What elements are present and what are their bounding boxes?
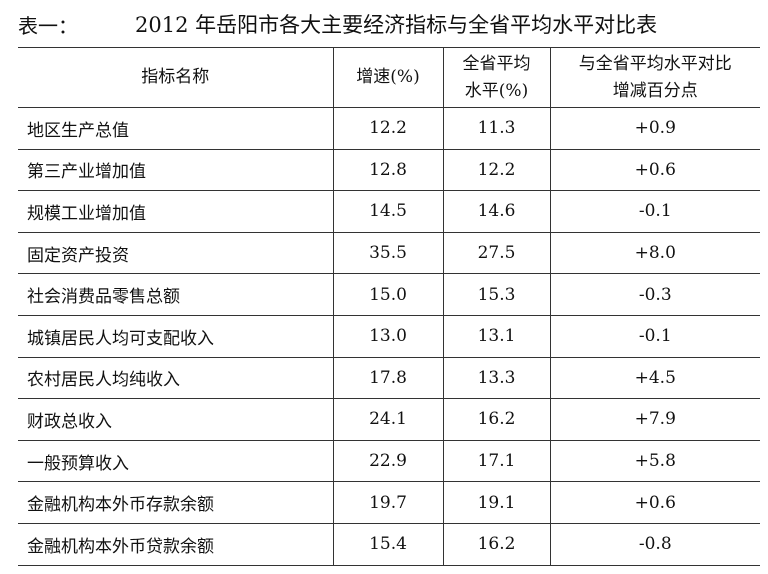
- value-cell: 22.9: [332, 439, 444, 483]
- value-cell: 19.1: [442, 481, 551, 524]
- table-row: 规模工业增加值 14.5 14.6 -0.1: [18, 190, 760, 233]
- indicator-name: 财政总收入: [18, 398, 334, 441]
- table-row: 固定资产投资 35.5 27.5 +8.0: [18, 231, 760, 275]
- value-cell: +5.8: [549, 439, 760, 483]
- header-cell: 增速(%): [332, 47, 444, 108]
- value-cell: 13.0: [332, 314, 444, 358]
- value-cell: 14.5: [332, 190, 444, 233]
- table-row: 第三产业增加值 12.8 12.2 +0.6: [18, 148, 760, 192]
- table-row: 财政总收入 24.1 16.2 +7.9: [18, 398, 760, 441]
- value-cell: +0.6: [549, 481, 760, 524]
- value-cell: +8.0: [549, 231, 760, 275]
- value-cell: -0.3: [549, 273, 760, 316]
- value-cell: 11.3: [442, 107, 551, 150]
- value-cell: 12.2: [332, 107, 444, 150]
- header-cell: 与全省平均水平对比 增减百分点: [549, 47, 760, 108]
- value-cell: +7.9: [549, 398, 760, 441]
- indicator-name: 规模工业增加值: [18, 190, 334, 233]
- value-cell: 16.2: [442, 522, 551, 566]
- value-cell: 16.2: [442, 398, 551, 441]
- table-row: 金融机构本外币贷款余额 15.4 16.2 -0.8: [18, 522, 760, 566]
- header-cell: 指标名称: [18, 47, 334, 108]
- table-row: 农村居民人均纯收入 17.8 13.3 +4.5: [18, 356, 760, 400]
- header-row: 指标名称 增速(%) 全省平均 水平(%) 与全省平均水平对比 增减百分点: [18, 47, 760, 108]
- value-cell: 13.3: [442, 356, 551, 400]
- value-cell: +0.6: [549, 148, 760, 192]
- table-row: 社会消费品零售总额 15.0 15.3 -0.3: [18, 273, 760, 316]
- indicator-name: 固定资产投资: [18, 231, 334, 275]
- table-body: 指标名称 增速(%) 全省平均 水平(%) 与全省平均水平对比 增减百分点 地区生产总值 12…: [18, 47, 760, 566]
- header-text: 全省平均: [462, 53, 531, 74]
- indicator-name: 农村居民人均纯收入: [18, 356, 334, 400]
- indicator-name: 一般预算收入: [18, 439, 334, 483]
- value-cell: 13.1: [442, 314, 551, 358]
- value-cell: -0.1: [549, 190, 760, 233]
- header-text: 增速(%): [356, 67, 420, 87]
- value-cell: 12.2: [442, 148, 551, 192]
- table-row: 城镇居民人均可支配收入 13.0 13.1 -0.1: [18, 314, 760, 358]
- value-cell: 15.3: [442, 273, 551, 316]
- value-cell: 24.1: [332, 398, 444, 441]
- indicator-name: 第三产业增加值: [18, 148, 334, 192]
- value-cell: 15.0: [332, 273, 444, 316]
- value-cell: +0.9: [549, 107, 760, 150]
- value-cell: 27.5: [442, 231, 551, 275]
- table-row: 地区生产总值 12.2 11.3 +0.9: [18, 107, 760, 150]
- value-cell: 17.1: [442, 439, 551, 483]
- value-cell: 12.8: [332, 148, 444, 192]
- value-cell: -0.8: [549, 522, 760, 566]
- table-label: 表一：: [18, 14, 78, 38]
- table-title: 2012 年岳阳市各大主要经济指标与全省平均水平对比表: [135, 13, 658, 37]
- indicator-name: 金融机构本外币存款余额: [18, 481, 334, 524]
- value-cell: 19.7: [332, 481, 444, 524]
- table-row: 金融机构本外币存款余额 19.7 19.1 +0.6: [18, 481, 760, 524]
- table: 指标名称 增速(%) 全省平均 水平(%) 与全省平均水平对比 增减百分点 地区生产总值 12…: [18, 47, 760, 566]
- value-cell: 17.8: [332, 356, 444, 400]
- value-cell: 14.6: [442, 190, 551, 233]
- header-text: 指标名称: [141, 67, 210, 87]
- header-cell: 全省平均水平(%): [442, 47, 551, 108]
- value-cell: +4.5: [549, 356, 760, 400]
- table-row: 一般预算收入 22.9 17.1 +5.8: [18, 439, 760, 483]
- indicator-name: 城镇居民人均可支配收入: [18, 314, 334, 358]
- header-text: 水平(%): [464, 80, 529, 101]
- header-text: 与全省平均水平对比: [578, 53, 732, 74]
- value-cell: 35.5: [332, 231, 444, 275]
- header-text: 增减百分点: [612, 80, 698, 101]
- indicator-name: 地区生产总值: [18, 107, 334, 150]
- indicator-name: 金融机构本外币贷款余额: [18, 522, 334, 566]
- value-cell: -0.1: [549, 314, 760, 358]
- value-cell: 15.4: [332, 522, 444, 566]
- indicator-name: 社会消费品零售总额: [18, 273, 334, 316]
